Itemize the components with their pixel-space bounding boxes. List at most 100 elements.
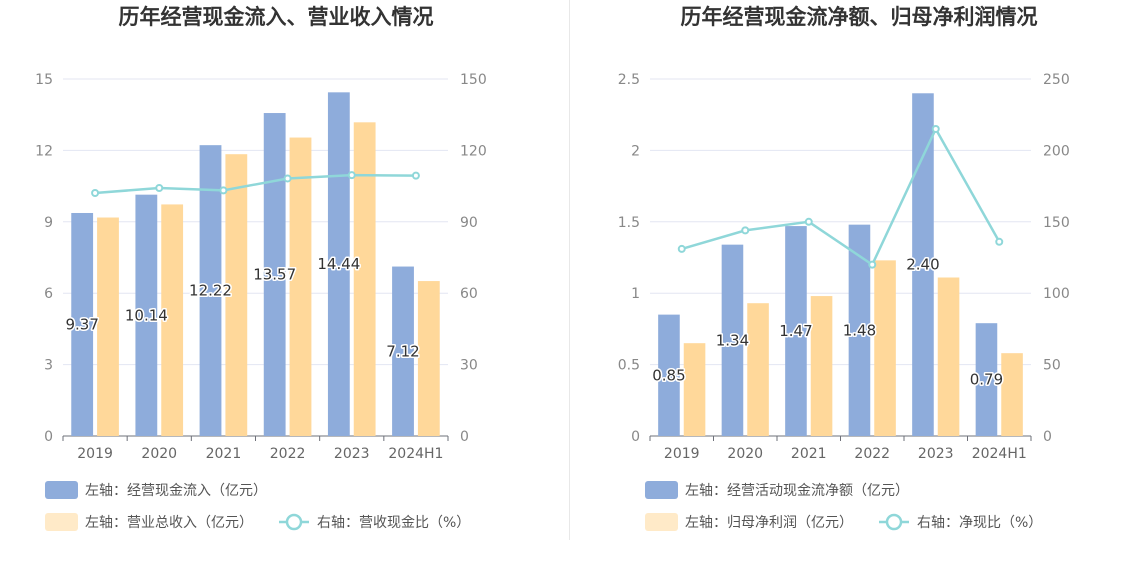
x-tick-label: 2023 [334, 446, 370, 462]
bar-operating-cash-inflow [721, 244, 744, 436]
bar-operating-cash-inflow [327, 92, 350, 436]
legend-swatch-bar-blue [45, 481, 78, 499]
ratio-point [931, 124, 940, 133]
bar-operating-cash-inflow [785, 226, 807, 436]
y-right-tick-label: 90 [460, 215, 478, 231]
ratio-point [995, 237, 1004, 246]
bar-revenue [353, 122, 376, 436]
bar-operating-cash-inflow [912, 93, 934, 436]
bar-revenue [417, 281, 440, 436]
x-tick-label: 2024H1 [388, 446, 443, 462]
y-left-tick-label: 3 [44, 358, 53, 374]
x-tick-label: 2019 [664, 446, 700, 462]
ratio-point [91, 189, 100, 198]
y-right-tick-label: 100 [1043, 286, 1070, 302]
ratio-point [868, 260, 877, 269]
bar-revenue [874, 260, 896, 436]
x-tick-label: 2022 [270, 446, 306, 462]
bar-operating-cash-inflow [199, 145, 222, 436]
chart-title: 历年经营现金流入、营业收入情况 [119, 5, 434, 29]
bar-revenue [1001, 353, 1023, 436]
bar-data-label: 12.22 [189, 282, 232, 300]
legend-swatch-bar-blue [645, 481, 678, 499]
bar-revenue [937, 277, 960, 436]
bar-data-label: 2.40 [906, 256, 939, 274]
bar-data-label: 1.48 [843, 321, 876, 339]
bar-data-label: 1.47 [779, 322, 812, 340]
bar-data-label: 10.14 [125, 306, 168, 324]
x-tick-label: 2020 [727, 446, 763, 462]
bar-data-label: 13.57 [253, 266, 296, 284]
x-tick-label: 2023 [918, 446, 954, 462]
y-right-tick-label: 30 [460, 358, 478, 374]
y-left-tick-label: 2 [631, 143, 640, 159]
ratio-point [804, 217, 813, 226]
y-left-tick-label: 2.5 [618, 72, 640, 88]
x-tick-label: 2019 [77, 446, 113, 462]
y-right-tick-label: 0 [460, 429, 469, 445]
y-right-tick-label: 200 [1043, 143, 1070, 159]
chart-title: 历年经营现金流净额、归母净利润情况 [681, 5, 1038, 29]
y-right-tick-label: 60 [460, 286, 478, 302]
bar-data-label: 1.34 [716, 331, 749, 349]
y-right-tick-label: 250 [1043, 72, 1070, 88]
bar-revenue [810, 296, 833, 436]
legend-swatch-line-marker [285, 513, 303, 531]
ratio-point [155, 184, 164, 193]
legend-label: 左轴：经营现金流入（亿元） [85, 483, 267, 499]
panel-divider [569, 0, 570, 540]
bar-data-label: 7.12 [386, 342, 419, 360]
x-tick-label: 2020 [141, 446, 177, 462]
legend-swatch-line-marker [885, 513, 903, 531]
legend-swatch-bar-orange [645, 513, 678, 531]
legend-label: 左轴：营业总收入（亿元） [85, 515, 253, 531]
bar-operating-cash-inflow [975, 323, 998, 436]
x-tick-label: 2024H1 [972, 446, 1027, 462]
bar-operating-cash-inflow [71, 212, 94, 436]
y-right-tick-label: 120 [460, 143, 487, 159]
y-right-tick-label: 150 [1043, 215, 1070, 231]
bar-operating-cash-inflow [263, 113, 286, 436]
y-right-tick-label: 150 [460, 72, 487, 88]
ratio-point [219, 186, 228, 195]
y-left-tick-label: 0.5 [618, 358, 640, 374]
ratio-line [94, 173, 416, 195]
bar-revenue [161, 204, 184, 436]
x-tick-label: 2021 [791, 446, 827, 462]
bar-operating-cash-inflow [392, 266, 414, 436]
y-left-tick-label: 15 [35, 72, 53, 88]
y-left-tick-label: 0 [631, 429, 640, 445]
y-right-tick-label: 0 [1043, 429, 1052, 445]
y-left-tick-label: 0 [44, 429, 53, 445]
legend-swatch-bar-orange [45, 513, 78, 531]
y-left-tick-label: 9 [44, 215, 53, 231]
bar-revenue [225, 154, 248, 436]
ratio-point [347, 171, 356, 180]
bar-operating-cash-inflow [658, 314, 680, 436]
bar-data-label: 0.85 [652, 366, 685, 384]
legend-label: 左轴：归母净利润（亿元） [685, 514, 853, 531]
bar-operating-cash-inflow [848, 224, 871, 436]
legend-label: 右轴：净现比（%） [917, 515, 1042, 531]
bar-revenue [683, 343, 706, 436]
legend-label: 左轴：经营活动现金流净额（亿元） [685, 483, 909, 499]
bar-data-label: 14.44 [317, 255, 360, 273]
ratio-point [411, 171, 420, 180]
bar-operating-cash-inflow [135, 194, 158, 436]
bar-data-label: 0.79 [970, 371, 1003, 389]
bar-data-label: 9.37 [65, 315, 98, 333]
y-left-tick-label: 1 [631, 286, 640, 302]
y-left-tick-label: 12 [35, 143, 53, 159]
ratio-point [283, 174, 292, 183]
legend-label: 右轴：营收现金比（%） [317, 515, 470, 531]
bar-revenue [289, 137, 312, 436]
bar-revenue [97, 217, 119, 436]
y-right-tick-label: 50 [1043, 358, 1061, 374]
y-left-tick-label: 6 [44, 286, 53, 302]
ratio-point [677, 244, 686, 253]
x-tick-label: 2022 [854, 446, 890, 462]
ratio-point [741, 226, 750, 235]
y-left-tick-label: 1.5 [618, 215, 640, 231]
